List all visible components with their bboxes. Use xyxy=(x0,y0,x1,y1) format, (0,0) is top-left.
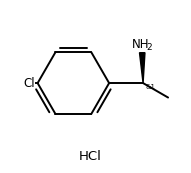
Text: HCl: HCl xyxy=(79,150,102,163)
Text: 2: 2 xyxy=(146,43,152,52)
Text: &1: &1 xyxy=(146,84,156,90)
Polygon shape xyxy=(139,53,145,83)
Text: NH: NH xyxy=(132,38,149,51)
Text: Cl: Cl xyxy=(23,77,35,90)
